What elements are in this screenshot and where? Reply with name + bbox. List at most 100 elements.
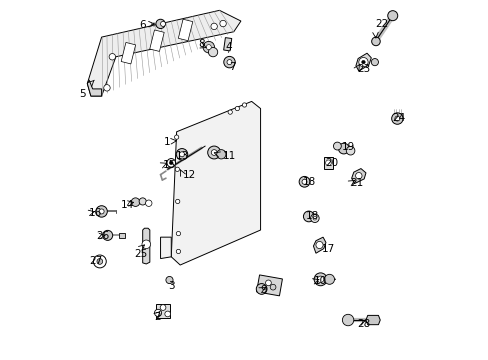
Circle shape (302, 179, 306, 184)
Text: 25: 25 (134, 249, 147, 259)
Circle shape (265, 280, 271, 286)
Circle shape (96, 206, 107, 217)
Circle shape (139, 198, 146, 205)
Text: 26: 26 (96, 231, 109, 242)
Polygon shape (87, 80, 102, 96)
Circle shape (206, 45, 211, 50)
Circle shape (220, 20, 226, 27)
Circle shape (203, 41, 214, 53)
Text: 23: 23 (356, 64, 369, 73)
Text: 27: 27 (89, 256, 102, 266)
Circle shape (387, 11, 397, 21)
Circle shape (338, 143, 348, 154)
Circle shape (299, 176, 309, 187)
Text: 8: 8 (198, 39, 204, 49)
Polygon shape (351, 168, 365, 184)
Circle shape (313, 273, 326, 286)
Circle shape (176, 149, 187, 160)
Bar (256, 275, 282, 296)
Circle shape (242, 103, 246, 107)
Circle shape (226, 60, 231, 64)
Polygon shape (355, 53, 370, 71)
Circle shape (370, 59, 378, 66)
Circle shape (102, 230, 112, 240)
Polygon shape (313, 237, 325, 253)
Circle shape (175, 167, 179, 171)
Circle shape (224, 57, 235, 68)
Circle shape (142, 240, 150, 249)
Text: 11: 11 (223, 151, 236, 161)
Circle shape (207, 146, 220, 159)
Circle shape (169, 161, 173, 165)
Circle shape (361, 60, 365, 64)
Circle shape (156, 19, 165, 28)
Polygon shape (171, 102, 260, 265)
Bar (119, 233, 124, 238)
Circle shape (325, 160, 331, 166)
Text: 17: 17 (322, 244, 335, 254)
Text: 18: 18 (305, 211, 319, 221)
Circle shape (109, 54, 115, 60)
Text: 10: 10 (313, 276, 326, 286)
Circle shape (216, 150, 225, 159)
Circle shape (179, 152, 184, 157)
Circle shape (317, 276, 323, 283)
Circle shape (160, 305, 165, 310)
Circle shape (371, 37, 380, 46)
Bar (149, 30, 164, 51)
Circle shape (346, 147, 354, 155)
Circle shape (256, 284, 266, 294)
Circle shape (176, 231, 180, 236)
Circle shape (97, 258, 102, 264)
Text: 28: 28 (356, 319, 369, 329)
Circle shape (310, 214, 319, 222)
Circle shape (174, 135, 179, 139)
Circle shape (315, 242, 323, 249)
Circle shape (166, 158, 175, 167)
Circle shape (358, 58, 367, 67)
Circle shape (342, 314, 353, 326)
Circle shape (355, 172, 361, 179)
Text: 1: 1 (164, 137, 170, 147)
Text: 5: 5 (80, 89, 86, 99)
Circle shape (394, 116, 399, 121)
Text: 13: 13 (175, 151, 188, 161)
Polygon shape (87, 10, 241, 96)
Text: 2: 2 (154, 312, 161, 322)
Polygon shape (365, 315, 380, 325)
Circle shape (391, 113, 402, 124)
Text: 22: 22 (374, 19, 387, 29)
Text: 14: 14 (121, 200, 134, 210)
Circle shape (160, 21, 165, 26)
Text: 6: 6 (139, 19, 145, 30)
Circle shape (208, 48, 217, 57)
Circle shape (227, 110, 232, 114)
Text: 21: 21 (350, 178, 363, 188)
Circle shape (164, 311, 170, 317)
Text: 15: 15 (162, 160, 175, 170)
Text: 20: 20 (325, 158, 338, 168)
Circle shape (93, 255, 106, 268)
Circle shape (165, 276, 173, 284)
Circle shape (99, 209, 104, 214)
Text: 18: 18 (302, 177, 315, 187)
Circle shape (324, 274, 334, 284)
Circle shape (175, 199, 180, 203)
Circle shape (145, 200, 152, 206)
Circle shape (312, 216, 316, 220)
Circle shape (235, 107, 239, 111)
Text: 16: 16 (89, 208, 102, 218)
Bar (121, 42, 135, 64)
Text: 24: 24 (392, 113, 405, 123)
Polygon shape (142, 228, 149, 264)
Circle shape (131, 198, 140, 206)
Bar (324, 157, 332, 168)
Text: 3: 3 (167, 282, 174, 292)
Text: 12: 12 (183, 170, 196, 180)
Circle shape (176, 249, 180, 253)
Circle shape (211, 150, 217, 156)
Text: 19: 19 (341, 142, 355, 152)
Text: 7: 7 (229, 62, 235, 72)
Circle shape (154, 309, 162, 316)
Circle shape (303, 211, 313, 222)
